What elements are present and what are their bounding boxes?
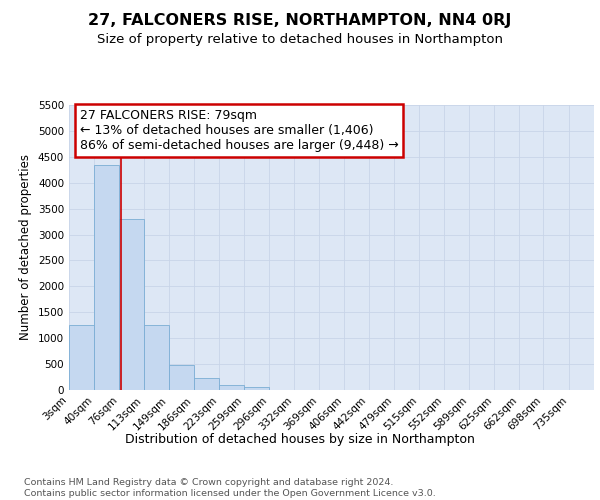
Bar [119, 219, 144, 390]
Text: Distribution of detached houses by size in Northampton: Distribution of detached houses by size … [125, 432, 475, 446]
Bar [244, 388, 269, 390]
Y-axis label: Number of detached properties: Number of detached properties [19, 154, 32, 340]
Text: Size of property relative to detached houses in Northampton: Size of property relative to detached ho… [97, 32, 503, 46]
Text: Contains HM Land Registry data © Crown copyright and database right 2024.
Contai: Contains HM Land Registry data © Crown c… [24, 478, 436, 498]
Bar [69, 325, 94, 390]
Bar [169, 366, 194, 390]
Bar [94, 164, 119, 390]
Text: 27, FALCONERS RISE, NORTHAMPTON, NN4 0RJ: 27, FALCONERS RISE, NORTHAMPTON, NN4 0RJ [88, 12, 512, 28]
Text: 27 FALCONERS RISE: 79sqm
← 13% of detached houses are smaller (1,406)
86% of sem: 27 FALCONERS RISE: 79sqm ← 13% of detach… [79, 110, 398, 152]
Bar [144, 325, 169, 390]
Bar [194, 378, 219, 390]
Bar [219, 385, 244, 390]
